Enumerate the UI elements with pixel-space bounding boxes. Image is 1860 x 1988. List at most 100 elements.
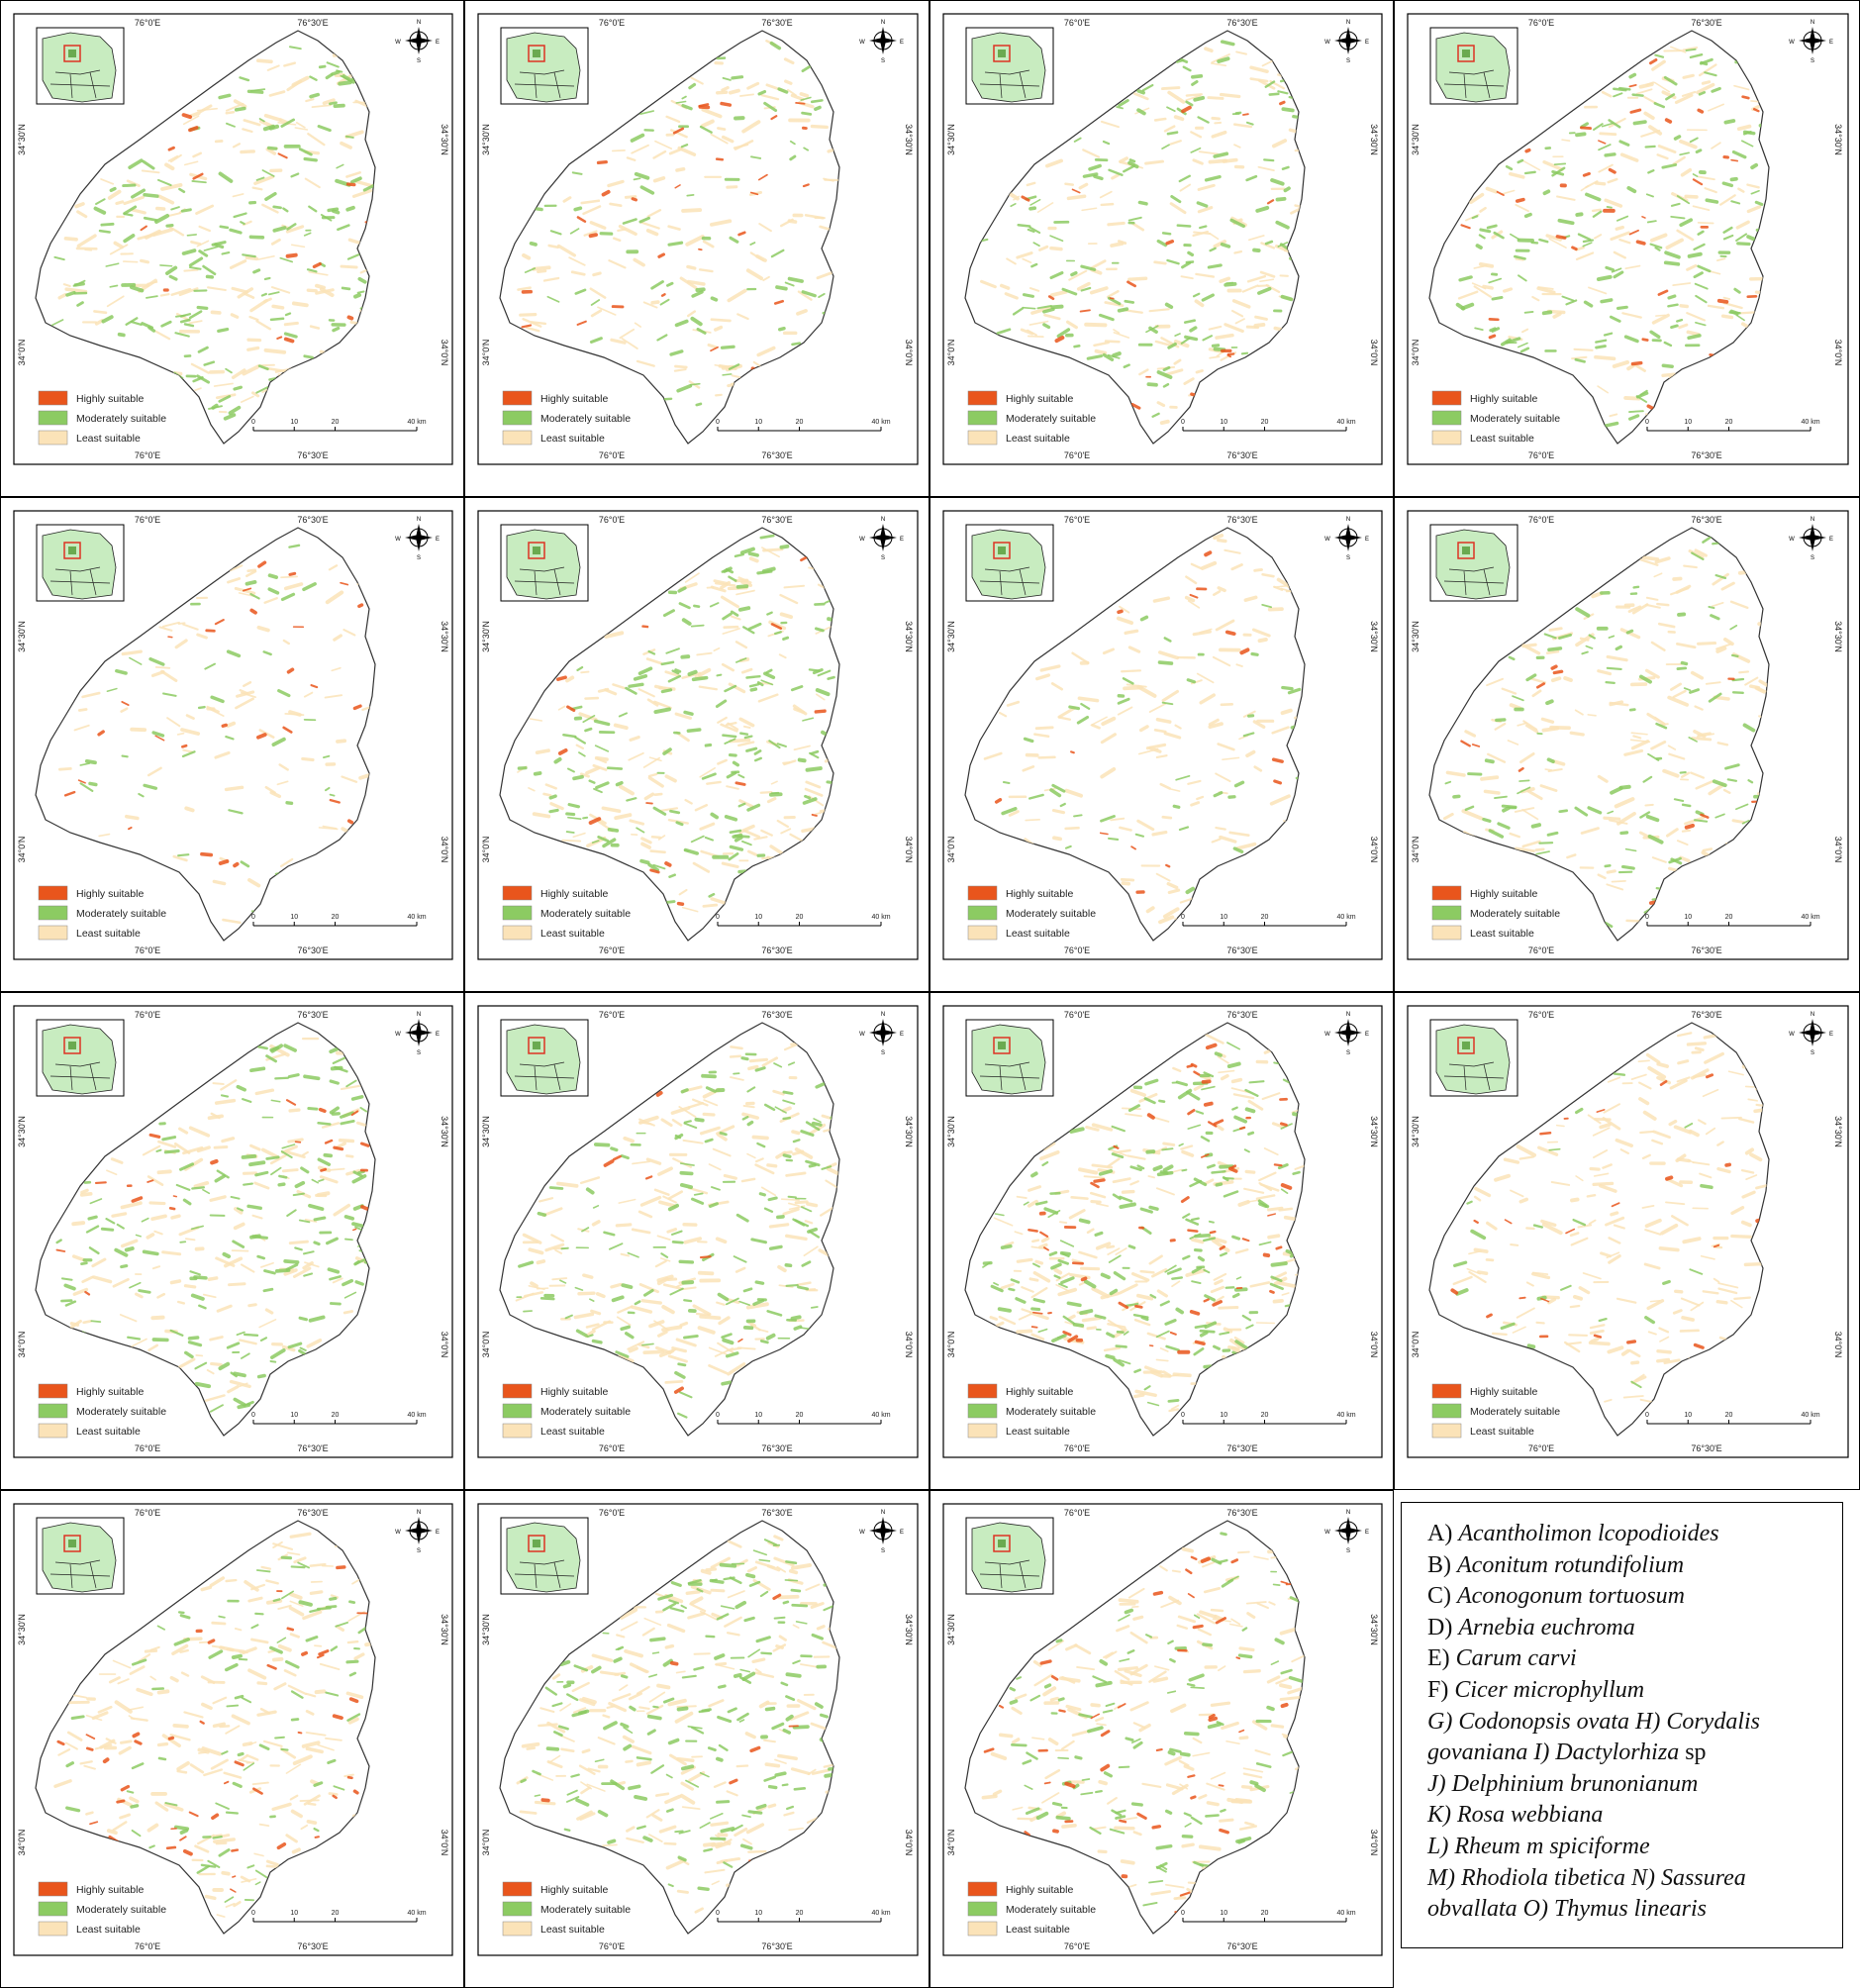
suitability-patch — [1175, 1307, 1185, 1315]
suitability-patch — [811, 1768, 831, 1775]
suitability-patch — [106, 295, 125, 308]
suitability-patch — [670, 1581, 682, 1587]
suitability-patch — [532, 812, 551, 819]
suitability-patch — [1726, 778, 1737, 782]
suitability-patch — [290, 1690, 304, 1699]
suitability-patch — [1210, 1701, 1231, 1707]
suitability-patch — [1543, 633, 1557, 640]
suitability-patch — [1173, 358, 1182, 365]
suitability-patch — [1574, 357, 1586, 363]
suitability-patch — [766, 1310, 783, 1317]
suitability-patch — [1059, 1240, 1075, 1247]
suitability-patch — [1614, 797, 1635, 809]
suitability-patch — [565, 831, 575, 834]
suitability-patch — [131, 1762, 145, 1770]
suitability-patch — [1186, 1683, 1196, 1687]
suitability-patch — [1219, 276, 1231, 284]
suitability-patch — [1167, 90, 1186, 104]
suitability-patch — [283, 1044, 297, 1052]
compass-letter: W — [1789, 1032, 1795, 1038]
suitability-patch — [1474, 327, 1484, 332]
suitability-patch — [333, 1145, 344, 1151]
suitability-patch — [1121, 881, 1131, 886]
suitability-patch — [1179, 1891, 1191, 1897]
suitability-patch — [231, 368, 246, 379]
suitability-patch — [1705, 198, 1719, 204]
suitability-patch — [1081, 1316, 1103, 1323]
suitability-patch — [155, 206, 166, 211]
suitability-patch — [1129, 1088, 1146, 1097]
suitability-patch — [1122, 677, 1134, 685]
suitability-patch — [725, 721, 737, 727]
suitability-patch — [758, 1558, 771, 1562]
species-legend-line: F) Cicer microphyllum — [1427, 1675, 1842, 1707]
suitability-patch — [1235, 50, 1247, 55]
suitability-patch — [1609, 819, 1628, 825]
suitability-patch — [1599, 1123, 1612, 1130]
suitability-patch — [1682, 73, 1695, 79]
suitability-patch — [265, 1155, 280, 1160]
suitability-patch — [674, 319, 689, 328]
suitability-patch — [1692, 173, 1699, 177]
suitability-patch — [765, 1333, 776, 1341]
suitability-patch — [590, 1309, 602, 1316]
suitability-patch — [1679, 218, 1694, 228]
suitability-patch — [288, 1108, 301, 1113]
legend-label-least: Least suitable — [1006, 1426, 1070, 1438]
suitability-patch — [318, 1649, 330, 1656]
suitability-patch — [1224, 548, 1241, 554]
suitability-patch — [79, 782, 94, 792]
suitability-patch — [756, 1142, 766, 1148]
suitability-patch — [734, 641, 748, 649]
legend-label-least: Least suitable — [1470, 1426, 1534, 1438]
suitability-patch — [773, 1616, 786, 1620]
suitability-patch — [1491, 296, 1504, 301]
suitability-patch — [1119, 156, 1128, 163]
suitability-patch — [1021, 195, 1030, 202]
suitability-patch — [1272, 1583, 1281, 1586]
suitability-patch — [1704, 1051, 1724, 1064]
suitability-patch — [1195, 1110, 1205, 1115]
suitability-patch — [664, 1643, 675, 1649]
suitability-patch — [1025, 1807, 1040, 1816]
suitability-patch — [1518, 1155, 1535, 1160]
suitability-patch — [207, 1276, 219, 1281]
suitability-patch — [128, 158, 144, 170]
suitability-patch — [1144, 159, 1165, 165]
suitability-patch — [219, 1725, 231, 1729]
suitability-patch — [1156, 1289, 1168, 1298]
legend-label-high: Highly suitable — [76, 888, 144, 900]
suitability-patch — [218, 93, 232, 100]
suitability-patch — [143, 216, 158, 222]
suitability-patch — [1209, 247, 1217, 252]
suitability-patch — [56, 1740, 65, 1746]
suitability-patch — [218, 1615, 226, 1619]
suitability-patch — [1572, 1218, 1587, 1227]
suitability-patch — [603, 1721, 618, 1731]
suitability-patch — [645, 1157, 662, 1165]
suitability-patch — [1161, 86, 1181, 91]
suitability-patch — [1104, 340, 1121, 344]
lon-label-bottom-left: 76°0'E — [1528, 1443, 1554, 1453]
suitability-patch — [657, 1200, 677, 1209]
suitability-patch — [590, 299, 601, 306]
suitability-patch — [1253, 322, 1266, 328]
suitability-patch — [551, 1702, 563, 1708]
suitability-patch — [161, 1136, 177, 1142]
suitability-patch — [1242, 1669, 1261, 1674]
species-name: J) Delphinium brunonianum — [1427, 1770, 1699, 1797]
suitability-patch — [290, 1565, 306, 1569]
suitability-patch — [325, 590, 344, 605]
suitability-patch — [76, 234, 97, 248]
suitability-patch — [748, 682, 760, 688]
suitability-patch — [1016, 1257, 1033, 1263]
species-legend-line: A) Acantholimon lcopodioides — [1427, 1519, 1842, 1550]
suitability-patch — [1534, 847, 1545, 851]
suitability-patch — [283, 1268, 298, 1276]
compass-letter: E — [436, 1032, 440, 1038]
suitability-patch — [322, 98, 336, 106]
legend-swatch-moderate — [1431, 410, 1462, 426]
compass-letter: S — [1811, 58, 1814, 64]
suitability-patch — [653, 792, 663, 796]
suitability-patch — [1026, 1751, 1038, 1760]
